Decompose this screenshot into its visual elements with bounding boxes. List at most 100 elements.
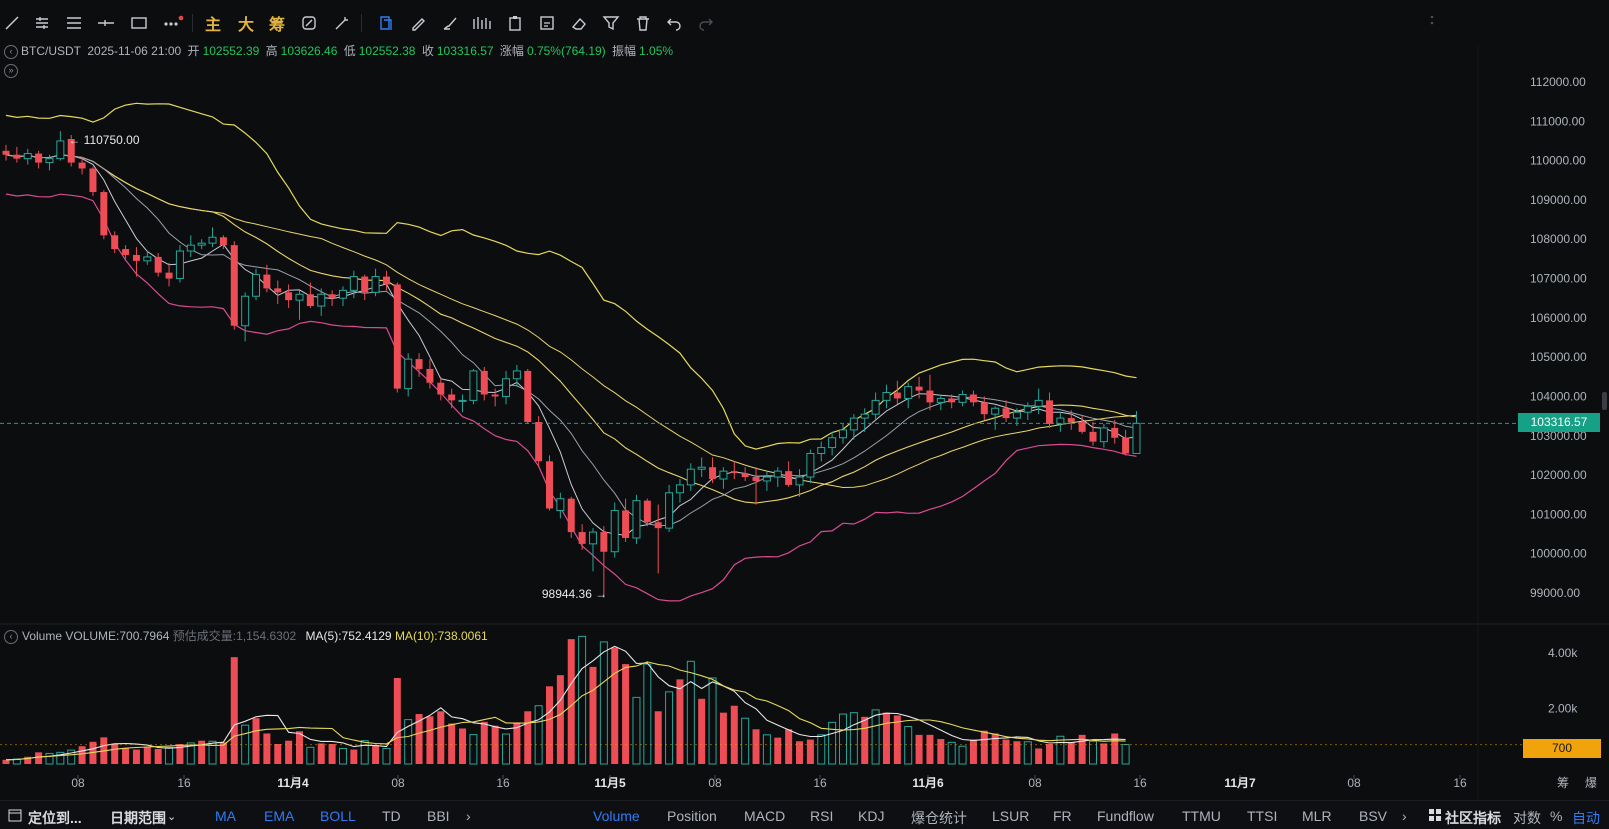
edit-note-icon[interactable] bbox=[535, 10, 559, 36]
community-indicators-button[interactable]: 社区指标 bbox=[1445, 810, 1501, 826]
expand-indicators[interactable]: » bbox=[4, 62, 22, 80]
candle-body-up bbox=[252, 274, 261, 297]
candle-body-down bbox=[1122, 437, 1130, 454]
volume-bar-up bbox=[306, 746, 315, 765]
sub-indicator-ttmu[interactable]: TTMU bbox=[1182, 808, 1221, 824]
date-range-button[interactable]: 日期范围 bbox=[110, 810, 166, 826]
volume-bar-down bbox=[122, 748, 130, 764]
collapse-icon[interactable]: ‹ bbox=[4, 44, 18, 59]
candle-body-up bbox=[1034, 399, 1043, 407]
volume-bar-down bbox=[676, 679, 684, 764]
indicator-bar: 定位到... 日期范围 ⌄ MA EMA BOLL TD BBI › Volum… bbox=[0, 800, 1609, 829]
indicator-ema[interactable]: EMA bbox=[264, 808, 295, 824]
sub-indicator-volume[interactable]: Volume bbox=[593, 808, 640, 824]
chevron-right-icon[interactable]: › bbox=[1402, 808, 1407, 824]
volume-bar-down bbox=[252, 718, 260, 764]
volume-bar-down bbox=[796, 741, 804, 764]
candle-body-down bbox=[491, 394, 499, 397]
candle-body-down bbox=[382, 276, 390, 285]
pencil-icon[interactable] bbox=[406, 10, 430, 36]
sub-indicator-kdj[interactable]: KDJ bbox=[858, 808, 885, 824]
time-tick-label: 16 bbox=[177, 776, 191, 790]
candle-body-down bbox=[1067, 418, 1075, 423]
candle-body-down bbox=[328, 294, 336, 299]
candle-body-down bbox=[546, 461, 553, 509]
candle-body-up bbox=[512, 370, 521, 380]
indicator-ma[interactable]: MA bbox=[215, 808, 236, 824]
expand-icon[interactable]: » bbox=[4, 63, 18, 78]
magic-wand-icon[interactable] bbox=[330, 10, 354, 36]
volume-ma10: MA(10):738.0061 bbox=[394, 629, 488, 643]
main-indicator-button[interactable]: 主 bbox=[204, 17, 221, 34]
sub-indicator-liquidation[interactable]: 爆仓统计 bbox=[911, 810, 967, 826]
volume-collapse-icon[interactable]: ‹ bbox=[4, 629, 18, 644]
indicator-boll[interactable]: BOLL bbox=[320, 808, 356, 824]
undo-icon[interactable] bbox=[662, 10, 686, 36]
candle-body-down bbox=[165, 272, 173, 279]
amplitude-label: 振幅 bbox=[612, 44, 637, 58]
volume-bar-down bbox=[1013, 741, 1021, 764]
sub-indicator-mlr[interactable]: MLR bbox=[1302, 808, 1332, 824]
candle-body-down bbox=[969, 394, 977, 403]
sub-indicator-macd[interactable]: MACD bbox=[744, 808, 786, 824]
chip-distribution-button[interactable]: 筹 bbox=[268, 17, 285, 34]
sub-indicator-fundflow[interactable]: Fundflow bbox=[1097, 808, 1154, 824]
candle-body-down bbox=[1078, 422, 1086, 432]
time-tick-label: 11月4 bbox=[277, 776, 309, 790]
horizontal-ray-icon[interactable] bbox=[94, 10, 118, 36]
settings-dots-icon[interactable] bbox=[1420, 10, 1444, 36]
fib-lines-icon[interactable] bbox=[62, 10, 86, 36]
candle-body-up bbox=[23, 153, 32, 160]
compare-icon[interactable] bbox=[297, 10, 321, 36]
time-tick-label: 08 bbox=[391, 776, 405, 790]
auto-scale-toggle[interactable]: 自动 bbox=[1572, 810, 1600, 826]
indicator-td[interactable]: TD bbox=[382, 808, 401, 824]
sub-indicator-bsv[interactable]: BSV bbox=[1359, 808, 1388, 824]
sub-indicator-fr[interactable]: FR bbox=[1053, 808, 1072, 824]
locate-to-button[interactable]: 定位到... bbox=[28, 810, 82, 826]
volume-bar-down bbox=[730, 705, 738, 764]
volume-bar-down bbox=[556, 675, 564, 764]
price-tick-label: 106000.00 bbox=[1530, 311, 1587, 325]
chevron-down-icon[interactable]: ⌄ bbox=[167, 811, 177, 823]
candle-body-up bbox=[143, 256, 152, 262]
candle-body-down bbox=[741, 473, 749, 478]
volume-bar-down bbox=[285, 740, 293, 764]
volume-bar-down bbox=[1046, 744, 1054, 764]
log-scale-toggle[interactable]: 对数 bbox=[1513, 810, 1541, 826]
percent-scale-toggle[interactable]: % bbox=[1550, 808, 1563, 824]
sub-indicator-rsi[interactable]: RSI bbox=[810, 808, 834, 824]
rectangle-icon[interactable] bbox=[127, 10, 151, 36]
price-chart[interactable]: 112000.00 111000.00 110000.00 109000.00 1080… bbox=[0, 0, 1609, 800]
sub-indicator-lsur[interactable]: LSUR bbox=[992, 808, 1030, 824]
volume-bar-down bbox=[78, 746, 86, 764]
candle-body-down bbox=[448, 394, 456, 401]
sub-indicator-ttsi[interactable]: TTSI bbox=[1247, 808, 1278, 824]
trend-line-icon[interactable] bbox=[0, 10, 24, 36]
drawing-toolbar: 主 大 筹 bbox=[0, 0, 1609, 46]
eraser-icon[interactable] bbox=[567, 10, 591, 36]
parallel-lines-icon[interactable] bbox=[30, 10, 54, 36]
sub-indicator-position[interactable]: Position bbox=[667, 808, 717, 824]
filter-icon[interactable] bbox=[599, 10, 623, 36]
volume-bar-up bbox=[708, 677, 717, 765]
calendar-icon[interactable] bbox=[8, 808, 22, 825]
copy-icon[interactable] bbox=[374, 10, 398, 36]
pattern-icon[interactable] bbox=[470, 10, 494, 36]
price-tick-label: 103000.00 bbox=[1530, 429, 1587, 443]
brush-icon[interactable] bbox=[438, 10, 462, 36]
trash-icon[interactable] bbox=[631, 10, 655, 36]
chevron-right-icon[interactable]: › bbox=[466, 808, 471, 824]
volume-tick-label: 4.00k bbox=[1548, 646, 1578, 660]
more-tools-icon[interactable] bbox=[160, 10, 186, 36]
candle-body-up bbox=[338, 289, 347, 299]
large-order-button[interactable]: 大 bbox=[237, 17, 254, 34]
clipboard-icon[interactable] bbox=[503, 10, 527, 36]
redo-icon[interactable] bbox=[694, 10, 718, 36]
time-tick-label: 11月7 bbox=[1224, 776, 1256, 790]
candle-body-down bbox=[1046, 400, 1054, 424]
candle-body-up bbox=[1099, 427, 1108, 443]
indicator-bbi[interactable]: BBI bbox=[427, 808, 450, 824]
candle-body-up bbox=[175, 250, 184, 280]
community-icon[interactable] bbox=[1428, 808, 1442, 825]
